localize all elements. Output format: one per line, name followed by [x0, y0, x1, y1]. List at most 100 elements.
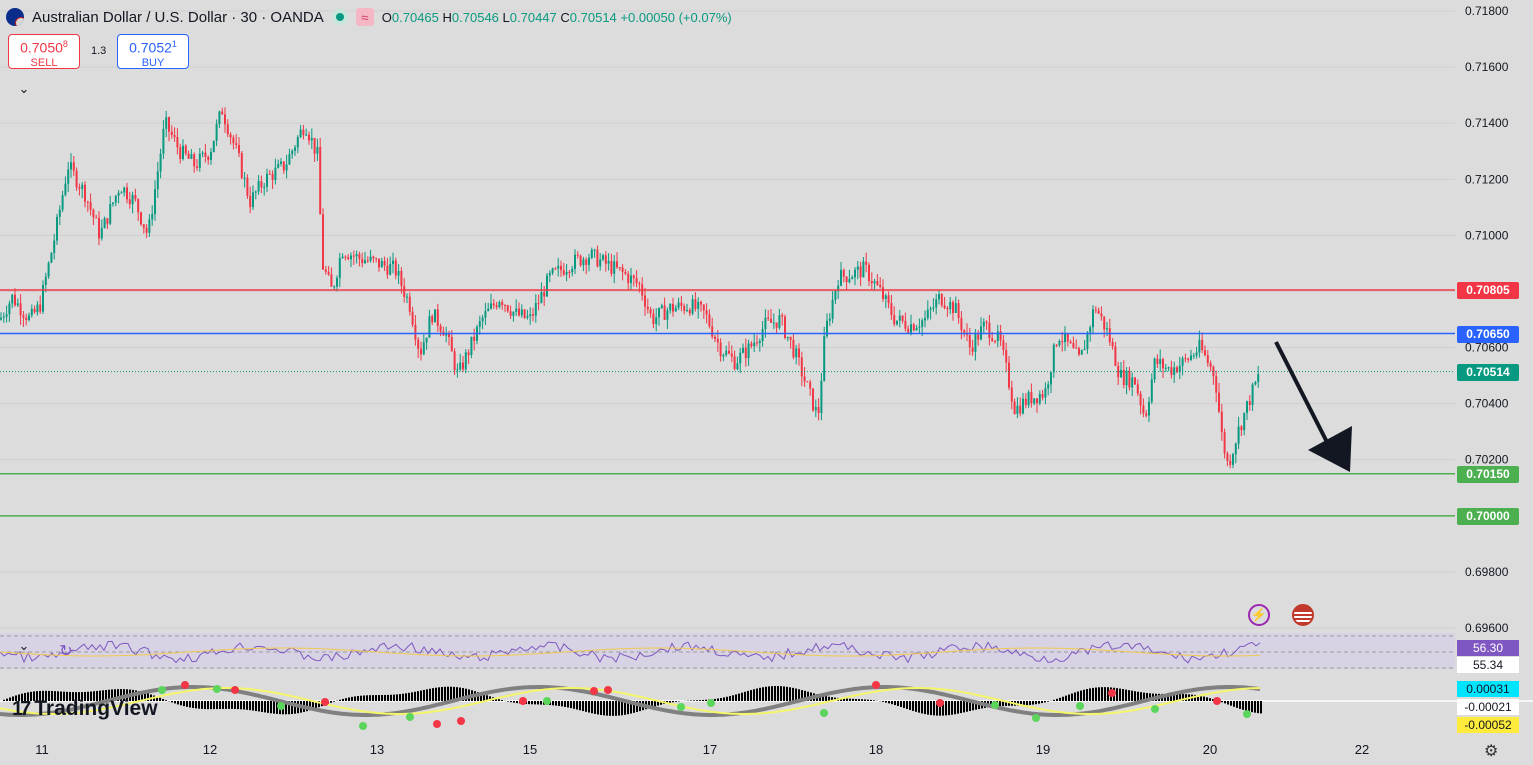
tradingview-logo[interactable]: 17 TradingView [12, 697, 158, 720]
macd-cross-dot [433, 720, 441, 728]
wave-icon[interactable]: ≈ [355, 8, 374, 26]
macd-value-tag: 0.00031 [1457, 681, 1519, 697]
macd-histogram-bar [900, 701, 902, 707]
macd-histogram-bar [30, 691, 32, 701]
candle-body [1198, 339, 1201, 353]
candle-body [859, 266, 862, 278]
macd-histogram-bar [828, 696, 830, 701]
candle-body [630, 275, 632, 284]
macd-histogram-bar [189, 701, 191, 708]
candle-body [613, 261, 616, 274]
macd-histogram-bar [1017, 701, 1019, 706]
us-flag-icon[interactable] [1292, 604, 1314, 626]
spread-value: 1.3 [91, 45, 107, 57]
candle-body [1178, 365, 1181, 373]
candle-body [406, 296, 408, 298]
candle-body [579, 255, 582, 266]
macd-histogram-bar [729, 696, 731, 701]
candle-body [1072, 343, 1075, 348]
macd-cross-dot [936, 699, 944, 707]
chart-header: Australian Dollar / U.S. Dollar · 30 · O… [6, 5, 732, 29]
candle-body [464, 352, 467, 370]
macd-histogram-bar [495, 698, 497, 701]
candle-body [890, 303, 893, 316]
chevron-down-icon[interactable]: ⌄ [18, 81, 30, 96]
market-status-icon[interactable] [331, 9, 348, 25]
buy-button[interactable]: 0.70521 BUY [117, 34, 189, 69]
macd-histogram-bar [882, 701, 884, 702]
candle-body [1036, 398, 1038, 404]
macd-histogram-bar [258, 701, 260, 712]
macd-histogram-bar [1149, 693, 1151, 701]
candle-body [1201, 339, 1204, 351]
macd-histogram-bar [624, 701, 626, 715]
macd-histogram-bar [858, 699, 860, 701]
candle-body [1033, 398, 1036, 404]
symbol-title[interactable]: Australian Dollar / U.S. Dollar · 30 · O… [32, 8, 324, 26]
candle-body [708, 314, 711, 327]
macd-cross-dot [1213, 697, 1221, 705]
candle-body [820, 380, 823, 413]
gear-icon[interactable]: ⚙ [1484, 743, 1499, 760]
macd-histogram-bar [117, 689, 119, 701]
macd-histogram-bar [54, 691, 56, 701]
candle-body [1055, 344, 1058, 346]
lightning-icon[interactable]: ⚡ [1248, 604, 1270, 626]
candle-body [187, 153, 190, 159]
macd-histogram-bar [873, 700, 875, 701]
candle-body [291, 150, 294, 155]
macd-histogram-bar [459, 687, 461, 701]
sell-button[interactable]: 0.70508 SELL [8, 34, 80, 69]
macd-histogram-bar [81, 692, 83, 701]
macd-histogram-bar [564, 701, 566, 707]
candle-body [943, 305, 946, 309]
chevron-down-icon[interactable]: ⌄ [18, 638, 30, 653]
macd-cross-dot [604, 686, 612, 694]
macd-histogram-bar [84, 691, 86, 701]
macd-histogram-bar [516, 701, 518, 704]
candle-body [1010, 387, 1013, 402]
macd-histogram-bar [672, 701, 674, 703]
price-tick-label: 0.71400 [1465, 116, 1509, 130]
candle-body [221, 111, 224, 115]
candle-body [305, 134, 308, 136]
candle-body [16, 303, 19, 306]
macd-histogram-bar [1074, 692, 1076, 701]
candle-body [1106, 328, 1108, 330]
macd-histogram-bar [78, 692, 80, 701]
candle-body [1164, 367, 1167, 369]
macd-histogram-bar [555, 701, 557, 706]
candle-body [1134, 377, 1136, 385]
macd-histogram-bar [789, 687, 791, 701]
macd-histogram-bar [714, 698, 716, 701]
macd-histogram-bar [915, 701, 917, 712]
candle-body [260, 181, 263, 188]
macd-histogram-bar [426, 689, 428, 701]
candle-body [330, 274, 333, 287]
macd-histogram-bar [1236, 701, 1238, 708]
macd-histogram-bar [855, 698, 857, 701]
candle-body [1226, 453, 1229, 461]
macd-histogram-bar [1179, 693, 1181, 701]
macd-histogram-bar [537, 701, 539, 705]
macd-histogram-bar [486, 695, 488, 701]
candle-body [495, 305, 498, 308]
time-tick-label: 22 [1355, 742, 1369, 757]
candle-body [358, 254, 361, 259]
macd-histogram-bar [777, 686, 779, 701]
macd-histogram-bar [447, 686, 449, 701]
macd-histogram-bar [429, 688, 431, 701]
candle-body [627, 273, 630, 284]
macd-histogram-bar [312, 701, 314, 710]
candle-body [809, 382, 812, 389]
macd-cross-dot [321, 698, 329, 706]
candle-body [702, 304, 705, 311]
candle-body [210, 151, 212, 160]
refresh-icon[interactable]: ↻ [59, 643, 73, 660]
candle-body [1078, 348, 1080, 355]
macd-histogram-bar [945, 701, 947, 716]
macd-histogram-bar [1098, 687, 1100, 701]
candle-body [103, 218, 106, 229]
candle-body [1237, 426, 1240, 444]
